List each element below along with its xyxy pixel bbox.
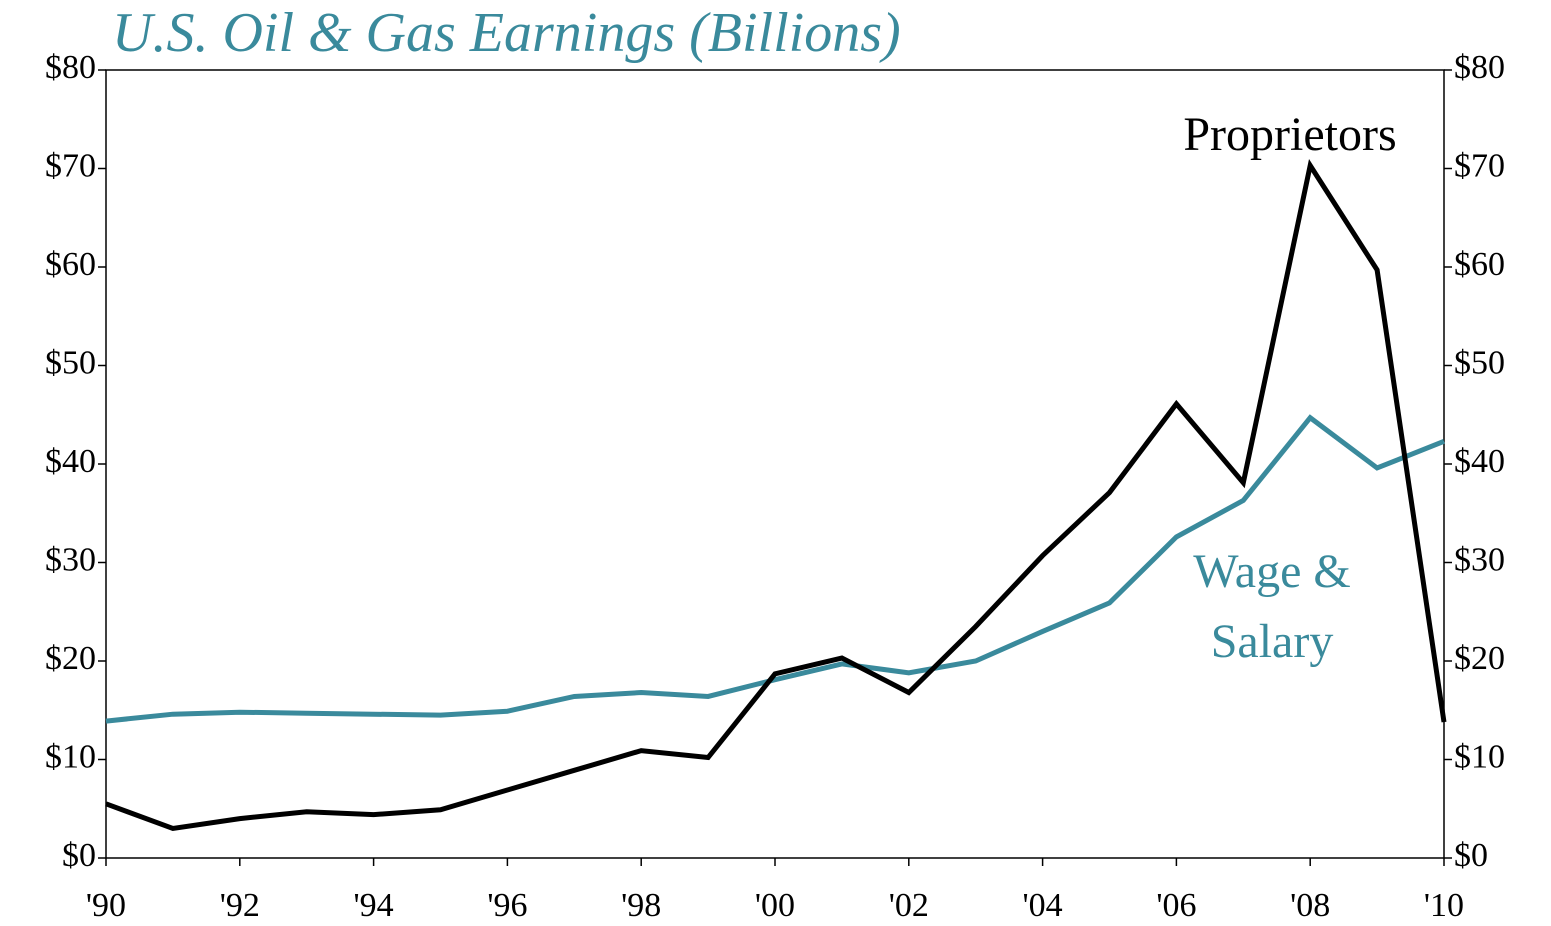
y2-tick-label: $70 (1454, 147, 1505, 184)
y2-tick-label: $40 (1454, 443, 1505, 480)
series-label: Proprietors (1183, 108, 1397, 161)
x-tick-label: '96 (487, 887, 527, 924)
y2-tick-label: $30 (1454, 541, 1505, 578)
y-tick-label: $50 (45, 344, 96, 381)
y-tick-label: $30 (45, 541, 96, 578)
x-tick-label: '90 (86, 887, 126, 924)
x-tick-label: '94 (354, 887, 394, 924)
series-line (105, 159, 1447, 832)
y-tick-label: $20 (45, 640, 96, 677)
y-tick-label: $0 (62, 837, 96, 874)
x-tick-label: '92 (220, 887, 260, 924)
x-tick-label: '00 (755, 887, 795, 924)
y2-tick-label: $60 (1454, 246, 1505, 283)
x-tick-label: '06 (1156, 887, 1196, 924)
x-tick-label: '98 (621, 887, 661, 924)
y2-tick-label: $50 (1454, 344, 1505, 381)
x-tick-label: '02 (889, 887, 929, 924)
y-tick-label: $40 (45, 443, 96, 480)
x-tick-label: '04 (1023, 887, 1063, 924)
chart-title: U.S. Oil & Gas Earnings (Billions) (112, 2, 901, 64)
series-line (105, 414, 1445, 724)
x-tick-label: '10 (1424, 887, 1464, 924)
plot-frame (105, 69, 1445, 859)
y2-tick-label: $10 (1454, 738, 1505, 775)
x-tick-label: '08 (1290, 887, 1330, 924)
y-tick-label: $60 (45, 246, 96, 283)
y2-tick-label: $0 (1454, 837, 1488, 874)
y-tick-label: $10 (45, 738, 96, 775)
y-tick-label: $70 (45, 147, 96, 184)
y-tick-label: $80 (45, 49, 96, 86)
series-label: Wage & Salary (1193, 545, 1351, 668)
y2-tick-label: $20 (1454, 640, 1505, 677)
y2-tick-label: $80 (1454, 49, 1505, 86)
